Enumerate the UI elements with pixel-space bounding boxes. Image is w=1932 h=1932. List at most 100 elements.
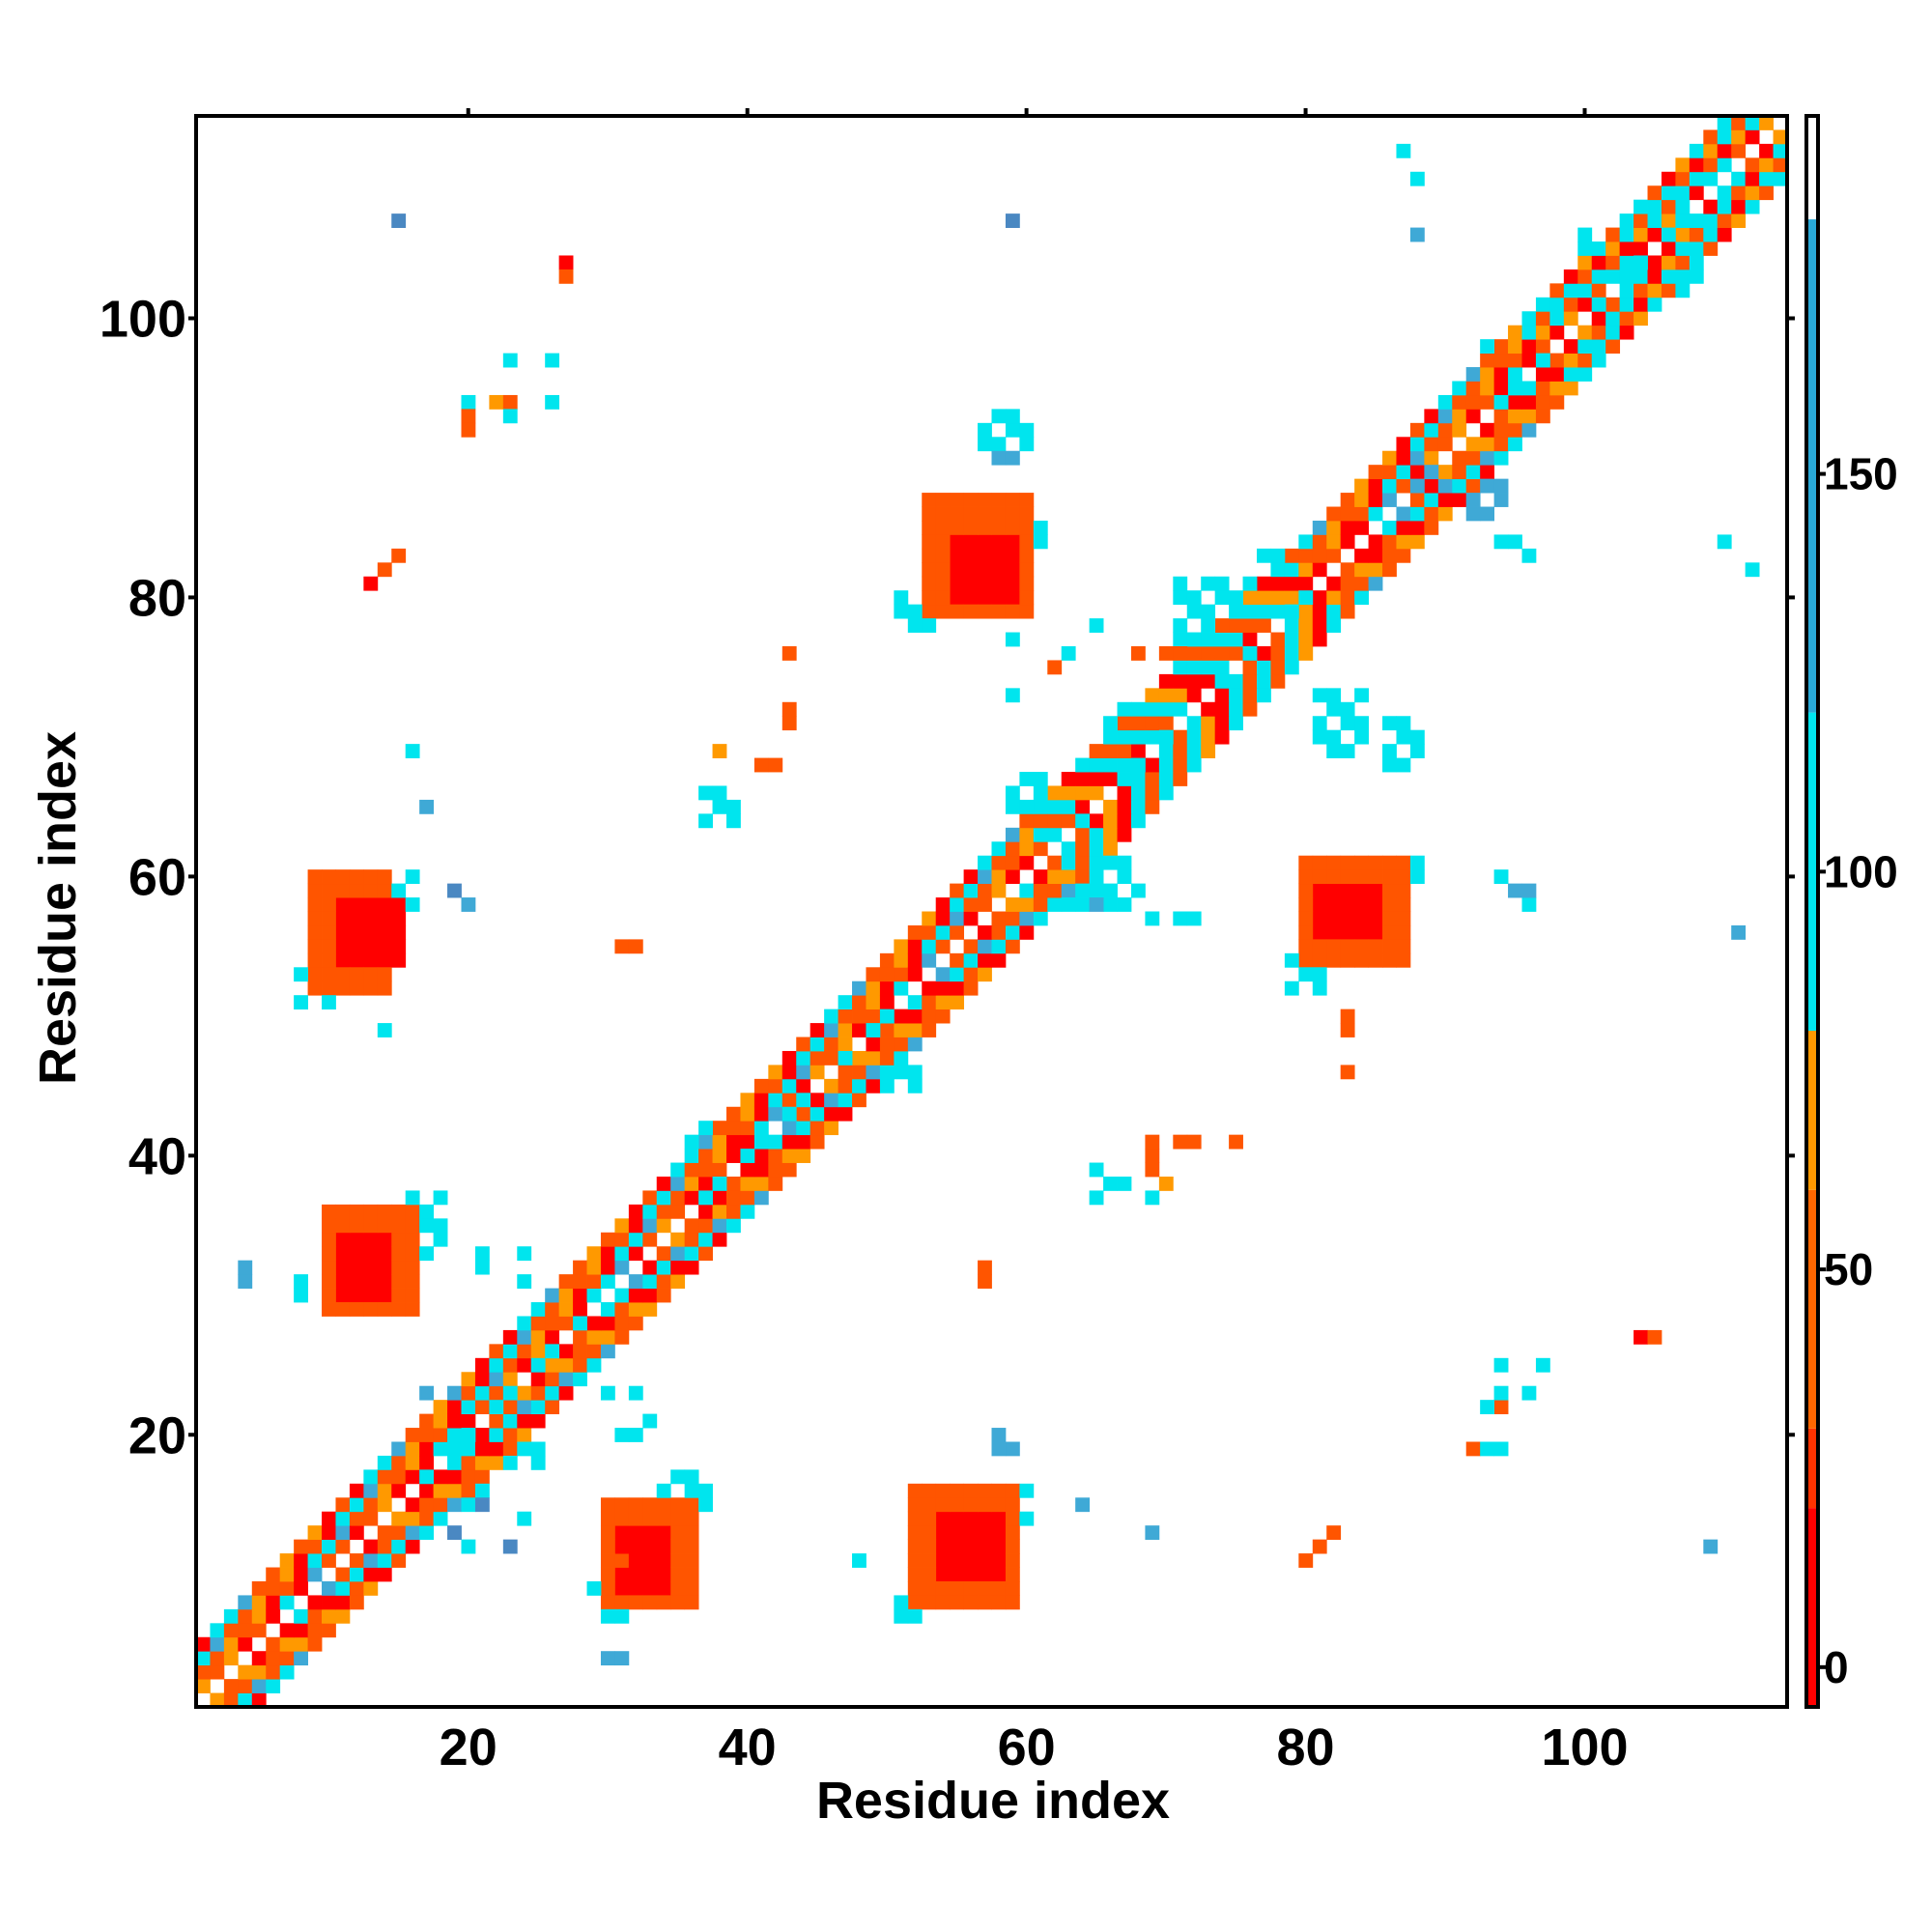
heatmap-cell — [866, 967, 881, 982]
heatmap-cell — [1634, 1329, 1648, 1345]
heatmap-cell — [698, 1204, 713, 1219]
heatmap-cell — [1089, 1190, 1104, 1206]
heatmap-cell — [670, 1525, 686, 1541]
heatmap-cell — [405, 1441, 420, 1457]
heatmap-cell — [1005, 939, 1020, 954]
heatmap-cell — [335, 1274, 351, 1289]
heatmap-cell — [670, 1469, 686, 1485]
heatmap-cell — [1186, 757, 1202, 773]
heatmap-cell — [1173, 590, 1188, 606]
heatmap-cell — [307, 1595, 323, 1610]
heatmap-cell — [1061, 813, 1076, 829]
heatmap-cell — [600, 1274, 615, 1289]
heatmap-cell — [796, 1121, 811, 1136]
heatmap-cell — [1005, 1525, 1020, 1541]
heatmap-cell — [322, 1246, 336, 1262]
heatmap-cell — [1033, 911, 1048, 926]
heatmap-cell — [810, 1023, 825, 1037]
heatmap-cell — [1270, 562, 1286, 578]
heatmap-cell — [502, 1372, 518, 1387]
heatmap-cell — [1577, 269, 1593, 284]
heatmap-cell — [1675, 171, 1690, 186]
heatmap-cell — [238, 1679, 253, 1693]
heatmap-cell — [349, 967, 364, 982]
heatmap-cell — [307, 1539, 323, 1554]
heatmap-cell — [349, 1204, 364, 1219]
heatmap-cell — [335, 897, 351, 912]
heatmap-cell — [907, 1023, 923, 1037]
heatmap-cell — [963, 911, 979, 926]
heatmap-cell — [391, 897, 407, 912]
heatmap-cell — [600, 1567, 615, 1582]
x-tick-label: 40 — [719, 1719, 777, 1776]
heatmap-cell — [391, 952, 407, 968]
heatmap-cell — [349, 869, 364, 885]
heatmap-cell — [405, 897, 420, 912]
heatmap-cell — [349, 980, 364, 996]
heatmap-cell — [852, 1023, 867, 1037]
heatmap-cell — [614, 1580, 630, 1596]
heatmap-cell — [866, 1050, 881, 1065]
heatmap-cell — [377, 924, 392, 940]
heatmap-cell — [1382, 534, 1397, 550]
heatmap-cell — [530, 1344, 546, 1359]
heatmap-cell — [684, 1177, 699, 1191]
heatmap-cell — [950, 995, 965, 1010]
heatmap-cell — [1019, 590, 1035, 606]
heatmap-cell — [879, 1037, 895, 1052]
heatmap-cell — [879, 1065, 895, 1080]
heatmap-cell — [545, 1400, 560, 1415]
heatmap-cell — [363, 1260, 379, 1275]
heatmap-cell — [349, 1302, 364, 1317]
heatmap-cell — [363, 1288, 379, 1303]
heatmap-cell — [1563, 353, 1578, 368]
heatmap-cell — [628, 1553, 643, 1568]
heatmap-cell — [1396, 534, 1411, 550]
heatmap-cell — [1675, 185, 1690, 201]
heatmap-cell — [1382, 744, 1397, 758]
heatmap-cell — [950, 1580, 965, 1596]
heatmap-cell — [670, 1567, 686, 1582]
heatmap-cell — [1257, 646, 1271, 661]
heatmap-cell — [963, 1525, 979, 1541]
heatmap-cell — [1661, 227, 1676, 242]
heatmap-cell — [1298, 939, 1314, 954]
heatmap-cell — [419, 1246, 435, 1262]
heatmap-cell — [1619, 255, 1634, 270]
heatmap-cell — [349, 1595, 364, 1610]
heatmap-cell — [1019, 772, 1035, 786]
heatmap-cell — [1424, 478, 1439, 494]
heatmap-cell — [279, 1623, 295, 1638]
heatmap-cell — [1173, 576, 1188, 591]
heatmap-cell — [1591, 255, 1606, 270]
heatmap-cell — [600, 1595, 615, 1610]
heatmap-cell — [1033, 799, 1048, 814]
heatmap-cell — [1493, 409, 1509, 424]
heatmap-cell — [1117, 1177, 1132, 1191]
heatmap-cell — [251, 1580, 267, 1596]
heatmap-cell — [907, 1065, 923, 1080]
heatmap-cell — [642, 1218, 658, 1234]
heatmap-cell — [1354, 506, 1369, 522]
heatmap-cell — [1368, 897, 1383, 912]
heatmap-cell — [1745, 157, 1760, 173]
heatmap-cell — [1130, 716, 1146, 731]
heatmap-cell — [517, 1274, 532, 1289]
heatmap-cell — [628, 1497, 643, 1513]
heatmap-cell — [1493, 493, 1509, 507]
heatmap-cell — [1186, 688, 1202, 703]
heatmap-cell — [1186, 911, 1202, 926]
heatmap-cell — [1689, 185, 1704, 201]
heatmap-cell — [1521, 381, 1537, 396]
heatmap-cell — [753, 1162, 769, 1178]
heatmap-cell — [474, 1483, 490, 1498]
heatmap-cell — [614, 939, 630, 954]
heatmap-cell — [950, 576, 965, 591]
heatmap-cell — [573, 1274, 587, 1289]
heatmap-cell — [712, 1162, 727, 1178]
heatmap-cell — [656, 1190, 671, 1206]
heatmap-cell — [978, 952, 992, 968]
heatmap-cell — [991, 1497, 1007, 1513]
heatmap-cell — [991, 911, 1007, 926]
